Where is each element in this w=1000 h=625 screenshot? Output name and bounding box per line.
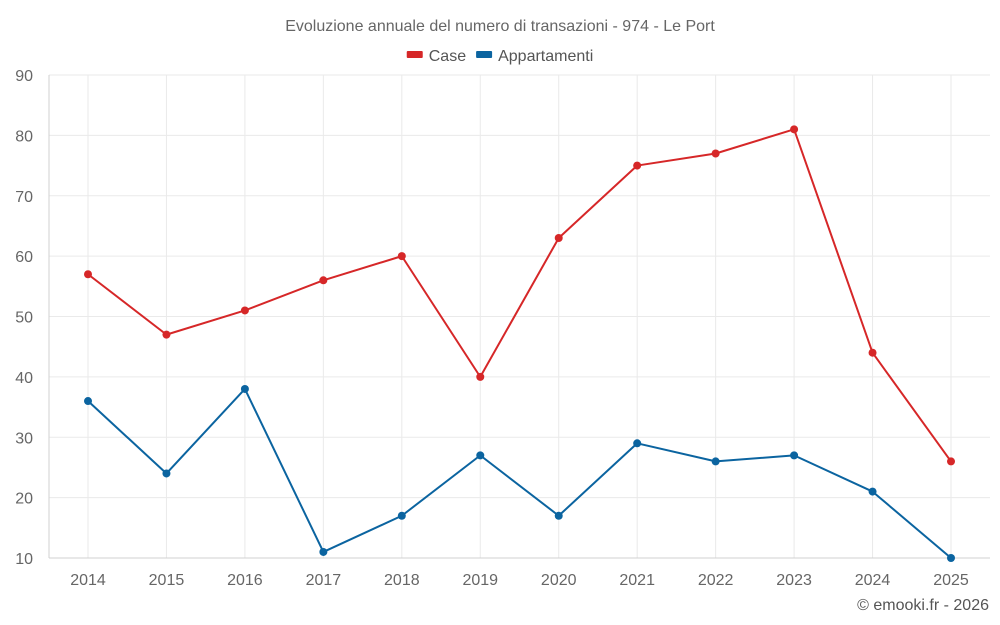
legend: Case Appartamenti [406,48,593,65]
x-tick-label: 2021 [619,572,655,589]
data-point-appartamenti[interactable] [240,384,249,393]
data-point-appartamenti[interactable] [397,511,406,520]
series [84,125,955,562]
data-point-appartamenti[interactable] [868,487,877,496]
y-tick-label: 50 [15,310,33,327]
x-tick-label: 2018 [384,572,420,589]
y-tick-label: 70 [15,189,33,206]
x-tick-label: 2015 [149,572,185,589]
legend-label: Appartamenti [498,48,593,65]
y-tick-labels: 10 20 30 40 50 60 70 80 90 [15,68,33,568]
data-point-case[interactable] [947,457,955,466]
y-tick-label: 10 [15,551,33,568]
data-point-case[interactable] [476,372,485,381]
x-tick-label: 2024 [855,572,891,589]
y-tick-label: 60 [15,249,33,266]
data-point-appartamenti[interactable] [947,554,955,562]
data-point-case[interactable] [240,306,249,315]
x-tick-label: 2019 [462,572,498,589]
grid-lines [49,74,990,558]
data-point-appartamenti[interactable] [633,439,642,448]
data-point-case[interactable] [633,161,642,170]
x-tick-label: 2016 [227,572,263,589]
data-point-appartamenti[interactable] [711,457,720,466]
data-point-appartamenti[interactable] [554,511,563,520]
data-point-case[interactable] [319,276,328,285]
x-tick-label: 2022 [698,572,734,589]
series-line-appartamenti [87,387,952,559]
legend-swatch [406,51,423,58]
legend-swatch [476,51,493,58]
data-point-appartamenti[interactable] [790,451,799,460]
data-point-case[interactable] [868,348,877,357]
y-tick-label: 90 [15,68,33,85]
x-tick-label: 2025 [933,572,969,589]
data-point-appartamenti[interactable] [476,451,485,460]
x-tick-labels: 2014 2015 2016 2017 2018 2019 2020 2021 2022 2023… [70,572,969,589]
data-point-case[interactable] [711,149,720,158]
data-point-appartamenti[interactable] [319,547,328,556]
credit-text: © emooki.fr - 2026 [857,597,989,614]
data-point-appartamenti[interactable] [84,397,92,406]
y-tick-label: 80 [15,128,33,145]
x-tick-label: 2017 [306,572,342,589]
chart-title: Evoluzione annuale del numero di transaz… [285,18,715,35]
data-point-case[interactable] [84,270,92,279]
y-tick-label: 20 [15,491,33,508]
y-tick-label: 30 [15,430,33,447]
axes [48,75,990,559]
y-tick-label: 40 [15,370,33,387]
data-point-case[interactable] [162,330,171,339]
legend-label: Case [429,48,466,65]
series-line-case [87,128,952,462]
data-point-case[interactable] [554,234,563,243]
x-tick-label: 2023 [776,572,812,589]
data-point-case[interactable] [790,125,799,134]
x-tick-label: 2014 [70,572,106,589]
data-point-appartamenti[interactable] [162,469,171,478]
x-tick-label: 2020 [541,572,577,589]
data-point-case[interactable] [397,252,406,261]
